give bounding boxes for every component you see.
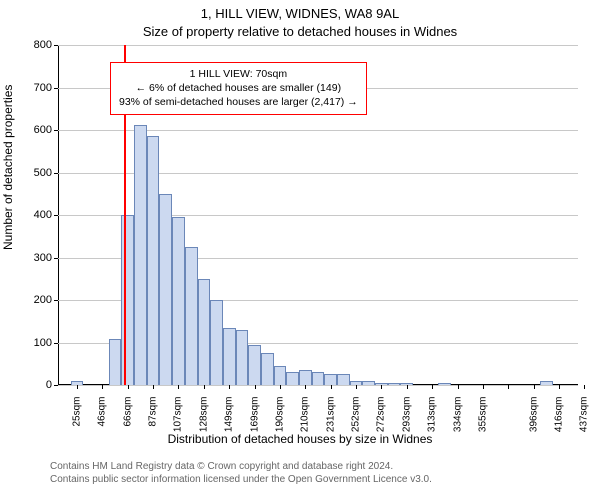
xtick-label: 190sqm xyxy=(274,397,285,433)
xtick-mark xyxy=(229,385,230,389)
ytick-mark xyxy=(54,130,58,131)
xtick-label: 66sqm xyxy=(122,397,133,427)
xtick-mark xyxy=(432,385,433,389)
ytick-mark xyxy=(54,385,58,386)
xtick-label: 25sqm xyxy=(72,397,83,427)
xtick-mark xyxy=(483,385,484,389)
legend-box: 1 HILL VIEW: 70sqm← 6% of detached house… xyxy=(110,62,367,115)
histogram-bar xyxy=(438,383,451,385)
xtick-mark xyxy=(305,385,306,389)
histogram-bar xyxy=(185,247,198,385)
xtick-mark xyxy=(559,385,560,389)
ytick-mark xyxy=(54,173,58,174)
footer-attribution: Contains HM Land Registry data © Crown c… xyxy=(50,460,432,486)
xtick-label: 437sqm xyxy=(579,397,590,433)
xtick-mark xyxy=(508,385,509,389)
xtick-mark xyxy=(331,385,332,389)
ytick-mark xyxy=(54,215,58,216)
histogram-bar xyxy=(223,328,236,385)
ytick-mark xyxy=(54,300,58,301)
xtick-label: 107sqm xyxy=(173,397,184,433)
plot-area: 010020030040050060070080025sqm46sqm66sqm… xyxy=(58,45,578,385)
xtick-label: 252sqm xyxy=(351,397,362,433)
xtick-mark xyxy=(458,385,459,389)
xtick-label: 293sqm xyxy=(401,397,412,433)
histogram-bar xyxy=(147,136,160,385)
ytick-label: 600 xyxy=(34,124,52,136)
ytick-label: 200 xyxy=(34,294,52,306)
ytick-mark xyxy=(54,258,58,259)
histogram-bar xyxy=(388,383,401,385)
histogram-bar xyxy=(121,215,134,385)
ytick-mark xyxy=(54,45,58,46)
ytick-mark xyxy=(54,88,58,89)
footer-line1: Contains HM Land Registry data © Crown c… xyxy=(50,460,432,473)
xtick-label: 416sqm xyxy=(553,397,564,433)
xtick-mark xyxy=(153,385,154,389)
xtick-label: 210sqm xyxy=(300,397,311,433)
legend-line2: ← 6% of detached houses are smaller (149… xyxy=(119,81,358,95)
ytick-label: 700 xyxy=(34,82,52,94)
xtick-mark xyxy=(584,385,585,389)
histogram-bar xyxy=(134,125,147,385)
xtick-mark xyxy=(381,385,382,389)
histogram-bar xyxy=(159,194,172,385)
xtick-label: 46sqm xyxy=(97,397,108,427)
xtick-mark xyxy=(356,385,357,389)
ytick-label: 800 xyxy=(34,39,52,51)
chart-container: 1, HILL VIEW, WIDNES, WA8 9AL Size of pr… xyxy=(0,0,600,500)
xtick-mark xyxy=(204,385,205,389)
xtick-label: 149sqm xyxy=(224,397,235,433)
histogram-bar xyxy=(362,381,375,385)
chart-title-line1: 1, HILL VIEW, WIDNES, WA8 9AL xyxy=(0,6,600,21)
xtick-mark xyxy=(407,385,408,389)
xtick-label: 334sqm xyxy=(452,397,463,433)
histogram-bar xyxy=(540,381,553,385)
histogram-bar xyxy=(172,217,185,385)
legend-line1: 1 HILL VIEW: 70sqm xyxy=(119,67,358,81)
xtick-mark xyxy=(178,385,179,389)
histogram-bar xyxy=(286,372,299,385)
legend-line3: 93% of semi-detached houses are larger (… xyxy=(119,95,358,109)
x-axis-label: Distribution of detached houses by size … xyxy=(0,432,600,446)
xtick-mark xyxy=(77,385,78,389)
histogram-bar xyxy=(312,372,325,385)
chart-title-line2: Size of property relative to detached ho… xyxy=(0,24,600,39)
ytick-label: 500 xyxy=(34,167,52,179)
xtick-label: 169sqm xyxy=(249,397,260,433)
xtick-mark xyxy=(102,385,103,389)
xtick-mark xyxy=(255,385,256,389)
xtick-label: 87sqm xyxy=(148,397,159,427)
xtick-label: 272sqm xyxy=(376,397,387,433)
gridline-h xyxy=(58,45,578,46)
histogram-bar xyxy=(236,330,249,385)
histogram-bar xyxy=(261,353,274,385)
xtick-label: 313sqm xyxy=(427,397,438,433)
histogram-bar xyxy=(299,370,312,385)
ytick-label: 400 xyxy=(34,209,52,221)
ytick-label: 0 xyxy=(46,379,52,391)
footer-line2: Contains public sector information licen… xyxy=(50,473,432,486)
xtick-label: 231sqm xyxy=(325,397,336,433)
xtick-mark xyxy=(280,385,281,389)
histogram-bar xyxy=(210,300,223,385)
gridline-h xyxy=(58,385,578,386)
xtick-mark xyxy=(534,385,535,389)
histogram-bar xyxy=(274,366,287,385)
xtick-label: 355sqm xyxy=(477,397,488,433)
histogram-bar xyxy=(198,279,211,385)
xtick-mark xyxy=(128,385,129,389)
histogram-bar xyxy=(337,374,350,385)
xtick-label: 396sqm xyxy=(528,397,539,433)
ytick-label: 300 xyxy=(34,252,52,264)
y-axis-label: Number of detached properties xyxy=(1,85,15,250)
ytick-mark xyxy=(54,343,58,344)
histogram-bar xyxy=(248,345,261,385)
xtick-label: 128sqm xyxy=(198,397,209,433)
histogram-bar xyxy=(109,339,122,385)
ytick-label: 100 xyxy=(34,337,52,349)
histogram-bar xyxy=(324,374,337,385)
